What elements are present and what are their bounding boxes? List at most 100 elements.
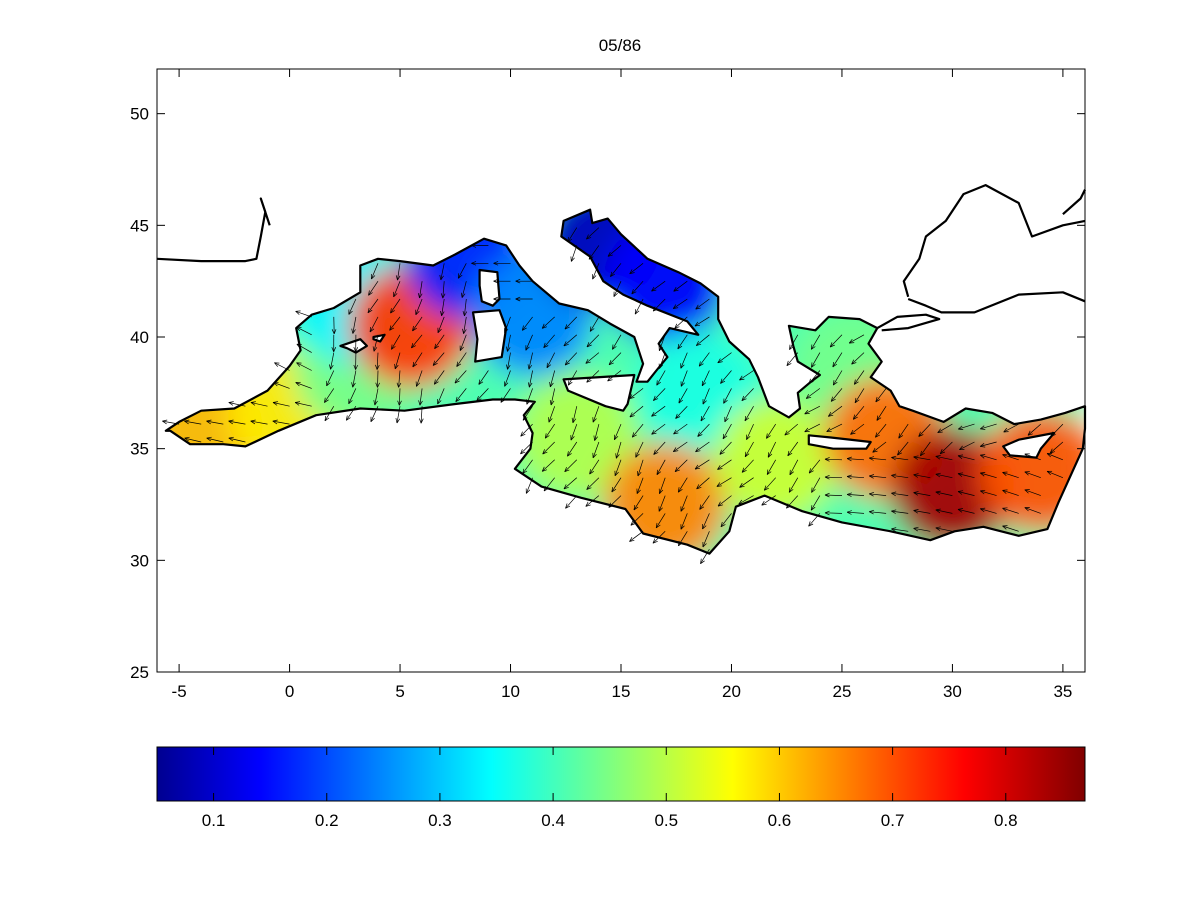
wind-arrow — [980, 454, 997, 461]
wind-arrow — [633, 495, 644, 511]
wind-arrow — [1002, 507, 1019, 514]
black-sea-coastline — [907, 291, 1086, 314]
wind-arrow — [875, 388, 887, 403]
wind-arrow — [629, 531, 644, 542]
wind-arrow — [872, 441, 887, 453]
wind-arrow — [898, 423, 909, 439]
wind-arrow — [980, 472, 997, 479]
wind-arrow — [521, 316, 533, 331]
wind-arrow — [653, 441, 666, 455]
colorbar-tick-label: 0.4 — [541, 811, 565, 830]
colorbar-tick-label: 0.5 — [654, 811, 678, 830]
wind-arrow — [272, 401, 290, 407]
wind-arrow — [957, 508, 975, 514]
wind-arrow — [394, 352, 401, 370]
wind-arrow — [613, 281, 622, 297]
wind-arrow — [635, 441, 644, 458]
wind-arrow — [935, 526, 953, 532]
wind-arrow — [567, 441, 578, 457]
wind-arrow — [184, 419, 202, 425]
wind-arrow — [615, 441, 622, 459]
wind-arrow — [493, 261, 511, 266]
wind-arrow — [673, 280, 688, 292]
wind-arrow — [680, 370, 688, 387]
wind-arrow — [586, 334, 600, 348]
wind-arrow — [824, 457, 843, 462]
wind-arrow — [542, 441, 555, 455]
wind-arrow — [411, 334, 423, 349]
wind-arrow — [506, 352, 511, 370]
wind-arrow — [766, 459, 777, 475]
wind-arrow — [957, 490, 975, 496]
wind-arrow — [434, 334, 445, 349]
wind-arrow — [1024, 471, 1041, 479]
wind-arrow — [506, 334, 511, 352]
wind-arrow — [741, 388, 754, 402]
crete-coastline — [807, 434, 872, 450]
wind-arrow — [958, 423, 975, 430]
wind-arrow — [784, 423, 799, 436]
wind-arrow — [853, 370, 865, 385]
wind-arrow — [371, 263, 379, 280]
wind-arrow — [852, 405, 865, 420]
wind-arrow — [920, 441, 931, 457]
wind-arrow — [701, 370, 710, 387]
wind-arrow — [851, 352, 865, 365]
wind-arrow — [541, 316, 555, 329]
x-tick-label: 0 — [285, 682, 294, 701]
wind-arrow — [353, 334, 359, 352]
wind-arrow — [393, 281, 401, 298]
wind-arrow — [891, 509, 909, 514]
wind-arrow — [549, 388, 556, 406]
wind-arrow — [850, 423, 865, 435]
wind-arrow — [592, 441, 600, 459]
sea-of-marmara-coastline — [876, 313, 941, 332]
wind-arrow — [673, 423, 688, 435]
wind-arrow — [589, 459, 600, 475]
wind-arrow — [651, 280, 666, 292]
x-tick-label: -5 — [172, 682, 187, 701]
wind-arrow — [875, 423, 887, 438]
wind-arrow — [630, 513, 644, 526]
map-title: 05/86 — [599, 36, 642, 55]
wind-arrow — [698, 352, 710, 367]
wind-arrow — [544, 423, 555, 439]
coastline — [156, 184, 1087, 555]
wind-arrow — [702, 513, 710, 530]
wind-arrow — [593, 424, 600, 441]
wind-arrow — [543, 334, 555, 349]
wind-arrow — [375, 352, 380, 370]
wind-arrow — [326, 370, 335, 387]
wind-arrow — [696, 477, 710, 490]
wind-arrow — [746, 423, 754, 440]
wind-arrow — [680, 352, 688, 369]
wind-arrow — [456, 352, 467, 367]
colorbar-tick-label: 0.3 — [428, 811, 452, 830]
map-plot-area: -5 0 5 10 15 20 25 30 35 25 30 35 40 45 50 — [130, 68, 1087, 701]
wind-arrow — [876, 406, 887, 421]
wind-arrow — [611, 477, 622, 493]
wind-arrow — [695, 298, 710, 310]
x-tick-label: 20 — [722, 682, 741, 701]
wind-arrow — [739, 477, 754, 488]
wind-arrow — [1027, 423, 1042, 436]
wind-arrow — [250, 419, 268, 425]
wind-arrow — [607, 245, 622, 257]
wind-arrow — [846, 456, 865, 462]
wind-arrow — [1002, 471, 1019, 479]
wind-arrow — [367, 298, 379, 314]
colorbar-tick-label: 0.7 — [881, 811, 905, 830]
wind-arrow — [979, 441, 997, 448]
wind-arrow — [614, 423, 622, 441]
wind-arrow — [724, 406, 732, 423]
sea-coastline — [164, 208, 1087, 555]
wind-arrow — [700, 549, 710, 564]
x-tick-label: 5 — [395, 682, 404, 701]
wind-arrow — [655, 513, 666, 529]
wind-arrow — [294, 401, 312, 407]
wind-arrow — [184, 436, 202, 443]
wind-arrow — [869, 474, 887, 479]
wind-arrow — [564, 352, 578, 366]
wind-arrow — [432, 352, 445, 366]
